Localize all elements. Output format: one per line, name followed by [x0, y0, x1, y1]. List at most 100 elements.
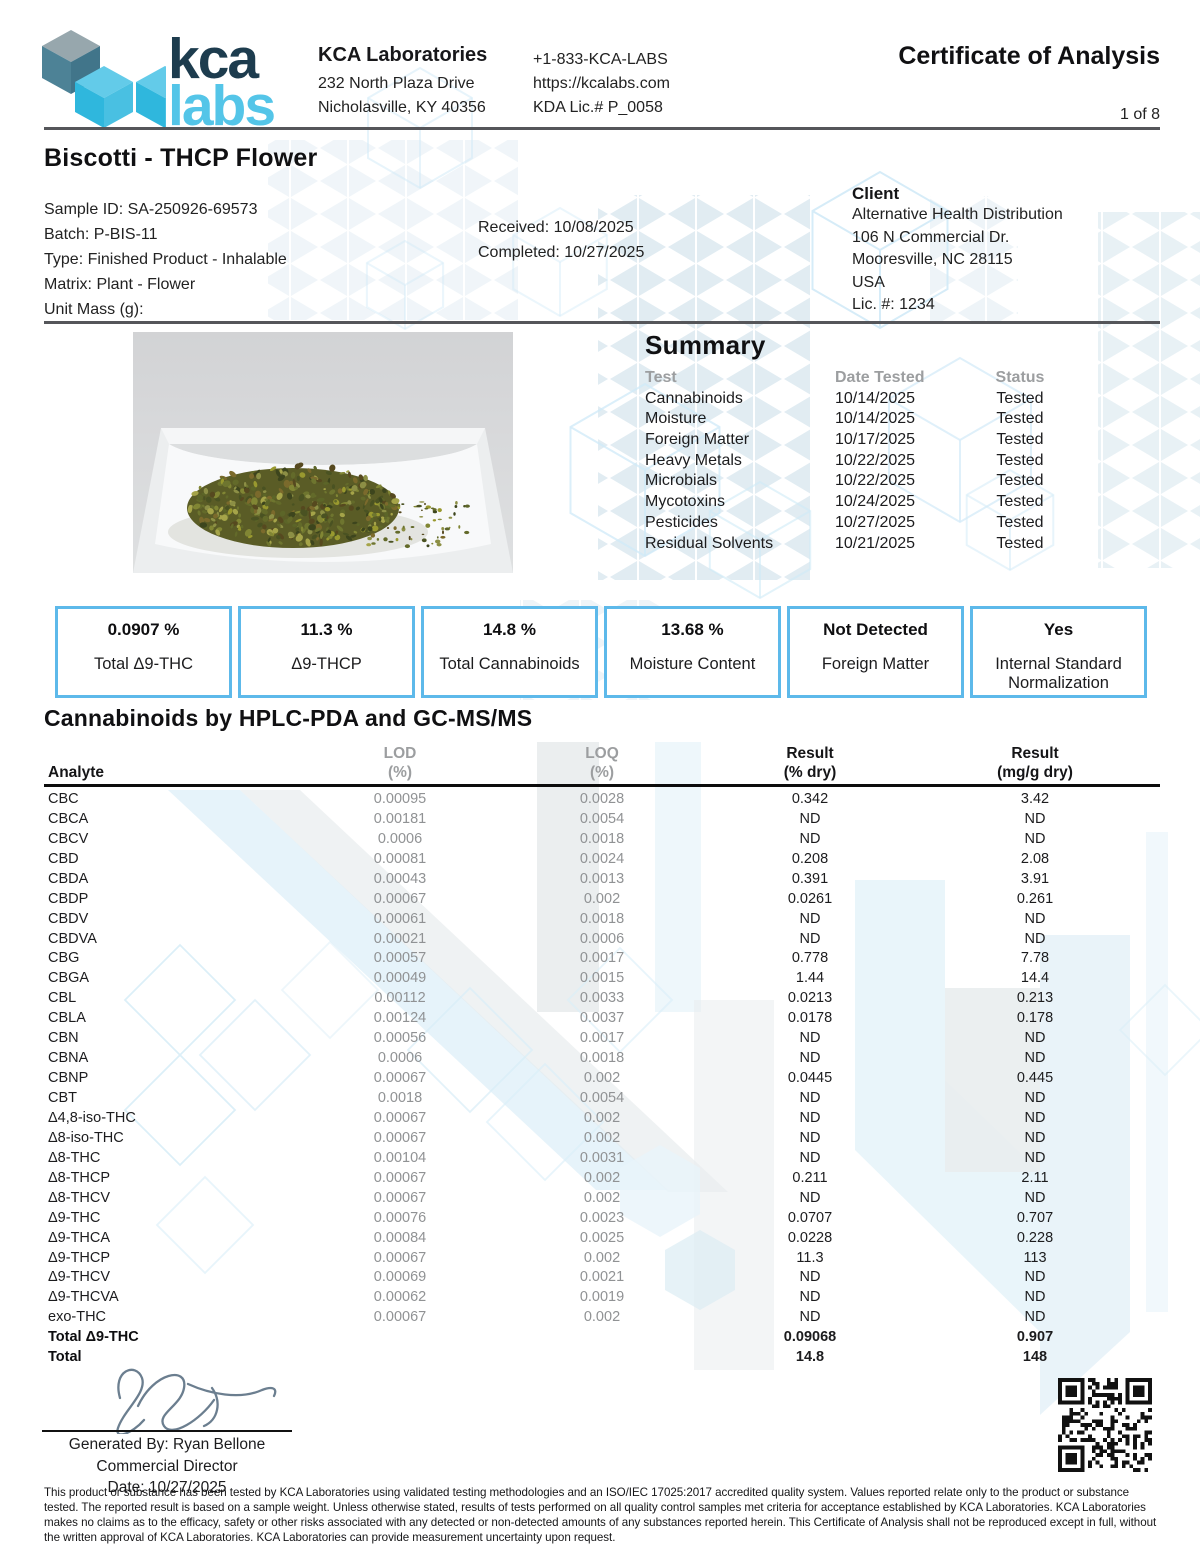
- cannabinoid-row: CBC 0.00095 0.0028 0.342 3.42: [48, 789, 1144, 809]
- lod-value: 0.00076: [373, 1209, 427, 1226]
- highlight-box: 14.8 % Total Cannabinoids: [421, 606, 598, 698]
- analyte-name: Δ9-THCV: [48, 1269, 111, 1286]
- analyte-name: Total: [48, 1349, 82, 1366]
- client-block: Client Alternative Health Distribution 10…: [852, 184, 1063, 317]
- lod-value: 0.00095: [373, 790, 427, 807]
- result-pct-value: 0.0213: [787, 990, 833, 1007]
- client-line: Lic. #: 1234: [852, 296, 935, 313]
- highlight-box: Yes Internal Standard Normalization: [970, 606, 1147, 698]
- signature-line: [42, 1430, 292, 1432]
- table-header-divider: [44, 784, 1160, 787]
- lod-value: 0.00049: [373, 970, 427, 987]
- lod-value: 0.00067: [373, 1309, 427, 1326]
- analyte-name: Total Δ9-THC: [48, 1329, 139, 1346]
- cannabinoid-row: CBN 0.00056 0.0017 ND ND: [48, 1028, 1144, 1048]
- result-mg-value: 0.261: [1016, 890, 1054, 907]
- result-mg-value: 0.213: [1016, 990, 1054, 1007]
- analyte-name: CBDVA: [48, 930, 97, 947]
- lod-value: 0.00112: [374, 990, 426, 1007]
- col-lod-line1: LOD: [383, 745, 417, 762]
- loq-value: 0.0031: [579, 1149, 625, 1166]
- col-result-mg: Result (mg/g dry): [926, 745, 1144, 782]
- signer-role: Commercial Director: [96, 1457, 238, 1475]
- cannabinoid-row: CBG 0.00057 0.0017 0.778 7.78: [48, 949, 1144, 969]
- loq-value: 0.0033: [579, 990, 625, 1007]
- result-pct-value: ND: [799, 810, 821, 827]
- wordmark-labs: labs: [168, 74, 276, 138]
- result-pct-value: 0.778: [791, 950, 829, 967]
- lab-address-line1: 232 North Plaza Drive: [318, 75, 475, 92]
- result-pct-value: 0.342: [791, 790, 829, 807]
- cannabinoid-row: CBL 0.00112 0.0033 0.0213 0.213: [48, 988, 1144, 1008]
- cannabinoids-rows: CBC 0.00095 0.0028 0.342 3.42 CBCA 0.00181 0.00…: [48, 789, 1144, 1367]
- summary-test-name: Microbials: [645, 472, 718, 490]
- summary-test-name: Foreign Matter: [645, 431, 750, 449]
- highlight-value: 0.0907 %: [107, 620, 180, 639]
- lod-value: 0.00067: [373, 1129, 427, 1146]
- loq-value: 0.0037: [579, 1010, 625, 1027]
- cannabinoids-table-header: Analyte LOD (%) LOQ (%) Result (% dry) R…: [48, 745, 1144, 782]
- highlight-value: 13.68 %: [661, 620, 724, 639]
- result-pct-value: 0.0261: [787, 890, 833, 907]
- result-pct-value: ND: [799, 830, 821, 847]
- wordmark-kca: kca: [168, 27, 259, 91]
- result-mg-value: ND: [1024, 830, 1046, 847]
- summary-test-name: Residual Solvents: [645, 534, 774, 552]
- result-mg-value: 3.42: [1020, 790, 1050, 807]
- summary-col-test: Test: [645, 369, 677, 386]
- cannabinoid-row: Δ9-THCP 0.00067 0.002 11.3 113: [48, 1248, 1144, 1268]
- cannabinoid-row: Δ4,8-iso-THC 0.00067 0.002 ND ND: [48, 1108, 1144, 1128]
- summary-col-status: Status: [995, 369, 1045, 386]
- cannabinoid-row: Δ8-THC 0.00104 0.0031 ND ND: [48, 1148, 1144, 1168]
- cannabinoid-row: CBNP 0.00067 0.002 0.0445 0.445: [48, 1068, 1144, 1088]
- result-pct-value: 0.0178: [787, 1010, 833, 1027]
- result-mg-value: 0.178: [1016, 1010, 1054, 1027]
- result-mg-value: 3.91: [1020, 870, 1050, 887]
- result-pct-value: ND: [799, 1189, 821, 1206]
- analyte-name: CBD: [48, 850, 79, 867]
- signature-date: Date: 10/27/2025: [107, 1479, 227, 1496]
- analyte-name: Δ9-THCVA: [48, 1289, 119, 1306]
- cannabinoids-heading: Cannabinoids by HPLC-PDA and GC-MS/MS: [44, 705, 533, 731]
- qr-code: [1058, 1378, 1152, 1472]
- lab-license: KDA Lic.# P_0058: [533, 99, 663, 116]
- summary-status: Tested: [996, 534, 1044, 552]
- loq-value: 0.0054: [579, 1090, 625, 1107]
- generated-by: Generated By: Ryan Bellone: [68, 1436, 266, 1453]
- summary-test-name: Mycotoxins: [645, 493, 726, 511]
- col-loq: LOQ (%): [510, 745, 694, 782]
- summary-status: Tested: [996, 389, 1044, 407]
- result-mg-value: ND: [1024, 1269, 1046, 1286]
- summary-row: Cannabinoids 10/14/2025 Tested: [645, 390, 1160, 411]
- summary-date-tested: 10/17/2025: [835, 431, 916, 449]
- result-mg-value: ND: [1024, 1309, 1046, 1326]
- client-heading: Client: [852, 184, 900, 203]
- analyte-name: Δ9-THCA: [48, 1229, 111, 1246]
- highlight-box: Not Detected Foreign Matter: [787, 606, 964, 698]
- highlight-label: Foreign Matter: [821, 655, 930, 673]
- cannabinoid-row: Δ8-iso-THC 0.00067 0.002 ND ND: [48, 1128, 1144, 1148]
- highlight-label: Total Δ9-THC: [93, 655, 194, 673]
- result-pct-value: ND: [799, 930, 821, 947]
- certificate-title: Certificate of Analysis: [898, 42, 1160, 70]
- sample-detail-line: Unit Mass (g):: [44, 301, 144, 318]
- result-mg-value: ND: [1024, 1090, 1046, 1107]
- lod-value: 0.00067: [373, 1249, 427, 1266]
- result-pct-value: 0.0445: [787, 1070, 833, 1087]
- summary-status: Tested: [996, 431, 1044, 449]
- loq-value: 0.0054: [579, 810, 625, 827]
- cannabinoid-row: CBDVA 0.00021 0.0006 ND ND: [48, 929, 1144, 949]
- cannabinoid-row: CBDV 0.00061 0.0018 ND ND: [48, 909, 1144, 929]
- summary-test-name: Moisture: [645, 410, 707, 428]
- summary-date-tested: 10/27/2025: [835, 513, 916, 531]
- loq-value: 0.0015: [579, 970, 625, 987]
- summary-row: Residual Solvents 10/21/2025 Tested: [645, 535, 1160, 556]
- loq-value: 0.0018: [579, 1050, 625, 1067]
- section-divider: [44, 321, 1160, 324]
- sample-detail-line: Type: Finished Product - Inhalable: [44, 251, 287, 268]
- summary-status: Tested: [996, 451, 1044, 469]
- loq-value: 0.002: [583, 1249, 621, 1266]
- col-result-pct-line2: (% dry): [783, 763, 837, 781]
- result-mg-value: ND: [1024, 1289, 1046, 1306]
- result-mg-value: 0.907: [1016, 1329, 1054, 1346]
